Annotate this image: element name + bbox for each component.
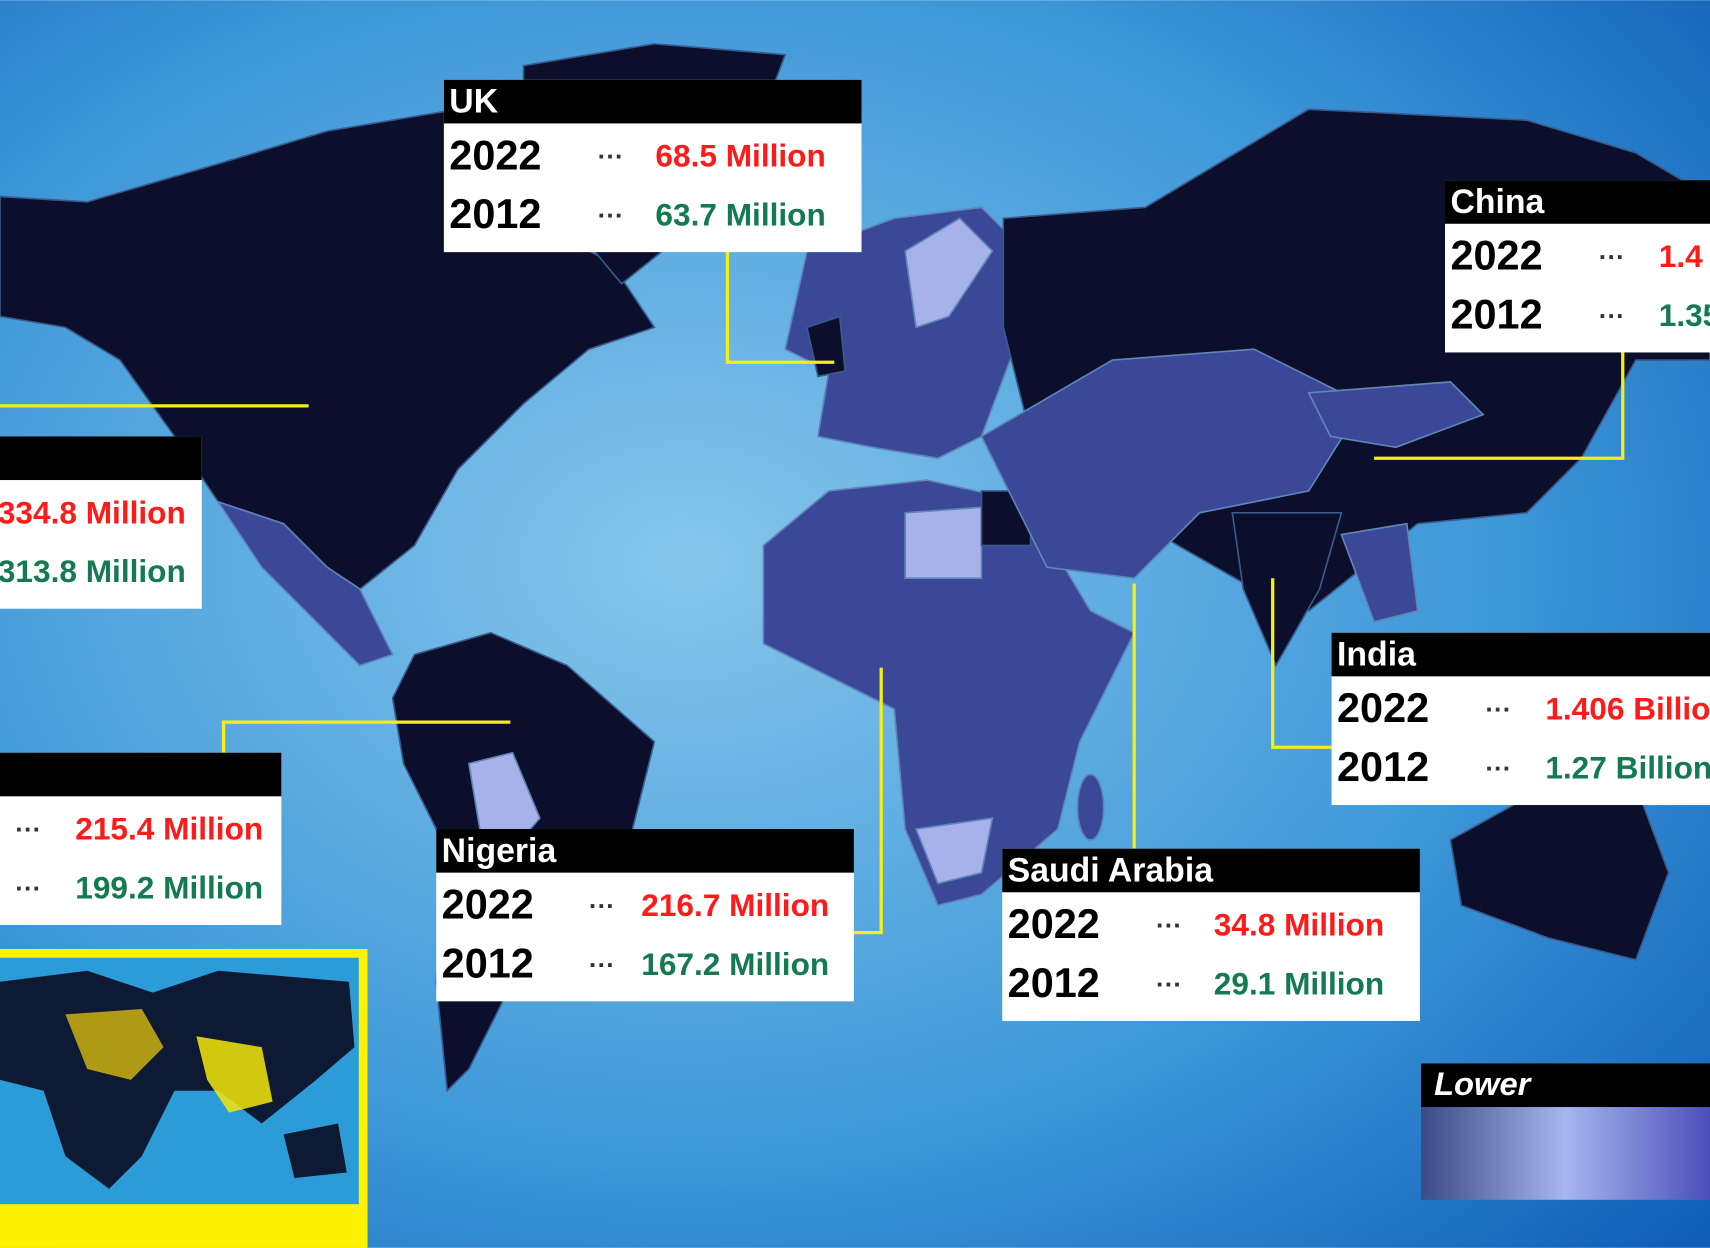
callouts: UK 2022 ··· 68.5 Million 2012 ··· 63.7 Million… [0,79,1710,1021]
population-value: 313.8 Million [0,553,186,589]
callout-header [0,752,282,797]
population-value: 1.35 [1659,297,1710,333]
year: 2012 [1008,959,1100,1006]
callout: India 2022 ··· 1.406 Billio 2012 ··· 1.27 Bill… [1331,632,1710,806]
population-value: 34.8 Million [1214,907,1384,943]
callout: UK 2022 ··· 68.5 Million 2012 ··· 63.7 Million [443,79,862,253]
callout-header [1444,180,1710,224]
inset-population [65,1008,164,1080]
year: 2012 [442,939,534,986]
callout-header [0,436,202,481]
leader-line [221,720,511,753]
leader-dots: ··· [598,141,624,171]
year: 2022 [449,131,541,178]
population-value: 216.7 Million [641,887,829,923]
leader-dots: ··· [1485,694,1511,724]
callout-header [1331,632,1710,677]
leader-dots: ··· [1599,242,1625,272]
callout: Saudi Arabia 2022 ··· 34.8 Million 2012 ··· 29… [1002,848,1420,1021]
inset-land [283,1123,347,1179]
country-name: China [1450,183,1545,221]
leader-dots: ··· [15,873,41,903]
callout: Nigeria 2022 ··· 216.7 Million 2012 ··· 167.2 … [436,829,854,1002]
population-value: 29.1 Million [1214,965,1384,1001]
legend: Lower [1421,1063,1710,1200]
inset-population [196,1036,273,1113]
year: 2012 [1337,743,1429,790]
leader-dots: ··· [1156,969,1182,999]
leader-line [725,251,835,364]
leader-line [1374,351,1625,460]
country-name: Saudi Arabia [1008,852,1215,890]
population-value: 1.27 Billion [1545,749,1710,785]
population-value: 199.2 Million [75,869,263,905]
population-value: 68.5 Million [655,138,825,174]
population-value: 215.4 Million [75,811,263,847]
year: 2012 [1450,291,1542,338]
callout-header [436,829,854,873]
leader-dots: ··· [1156,910,1182,940]
leader-dots: ··· [1485,753,1511,783]
year: 2022 [1337,684,1429,731]
callout: China 2022 ··· 1.4 2012 ··· 1.35 [1444,180,1710,353]
population-value: 1.4 [1659,238,1703,274]
year: 2012 [449,190,541,237]
leader-line [853,667,883,935]
country-name: UK [449,83,498,121]
leader-dots: ··· [15,814,41,844]
year: 2022 [442,880,534,927]
callout-header [443,79,862,124]
leader-dots: ··· [598,200,624,230]
legend-scale [1421,1107,1710,1200]
leader-line [1271,578,1332,749]
country-name: Nigeria [442,832,558,870]
population-value: 334.8 Million [0,494,186,530]
population-value: 1.406 Billio [1545,691,1710,727]
inset-map [0,948,368,1248]
legend-header [1421,1063,1710,1108]
population-value: 167.2 Million [641,946,829,982]
country-name: India [1337,636,1417,674]
leader-dots: ··· [589,949,615,979]
year: 2022 [1008,900,1100,947]
leader-lines [0,251,1625,935]
leader-dots: ··· [1599,300,1625,330]
inset-strip [0,1205,368,1248]
legend-label: Lower [1434,1065,1533,1102]
year: 2022 [1450,232,1542,279]
callout-header [1002,848,1420,893]
leader-dots: ··· [589,890,615,920]
population-value: 63.7 Million [655,197,825,233]
world-map [0,42,1710,1093]
